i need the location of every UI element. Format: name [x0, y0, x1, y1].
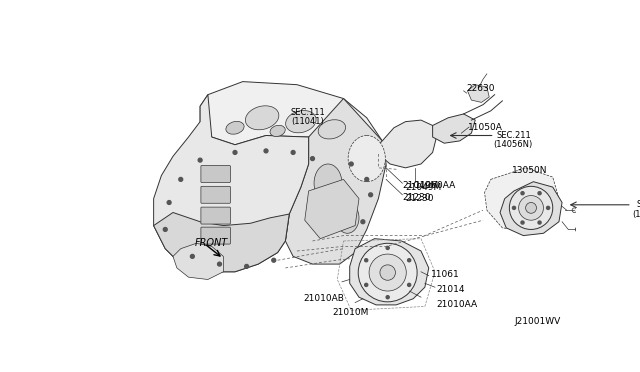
Circle shape — [167, 201, 171, 205]
Polygon shape — [349, 239, 429, 305]
Text: 21010AB: 21010AB — [303, 294, 344, 303]
Circle shape — [198, 158, 202, 162]
Text: (14053M): (14053M) — [632, 209, 640, 218]
Polygon shape — [484, 168, 559, 231]
FancyBboxPatch shape — [201, 186, 230, 203]
Circle shape — [163, 228, 167, 231]
Text: SEC.211: SEC.211 — [497, 131, 532, 140]
Ellipse shape — [336, 202, 359, 233]
Circle shape — [386, 246, 389, 250]
Circle shape — [244, 264, 248, 268]
Ellipse shape — [245, 106, 279, 130]
Circle shape — [518, 196, 543, 220]
Text: 13050N: 13050N — [513, 166, 548, 174]
Circle shape — [264, 149, 268, 153]
Circle shape — [349, 162, 353, 166]
Text: (14056N): (14056N) — [493, 140, 532, 149]
Circle shape — [369, 254, 406, 291]
Circle shape — [365, 283, 368, 286]
Polygon shape — [200, 81, 382, 156]
Circle shape — [572, 208, 577, 212]
Circle shape — [191, 254, 195, 258]
Circle shape — [310, 157, 314, 161]
Text: SEC.111: SEC.111 — [291, 108, 326, 117]
Circle shape — [538, 192, 541, 195]
Circle shape — [361, 220, 365, 224]
Circle shape — [369, 193, 372, 197]
Text: 21010AA: 21010AA — [436, 301, 477, 310]
Circle shape — [521, 192, 524, 195]
Polygon shape — [173, 243, 223, 279]
Text: 22630: 22630 — [467, 84, 495, 93]
Circle shape — [365, 177, 369, 181]
Circle shape — [509, 186, 553, 230]
Circle shape — [525, 202, 536, 213]
Circle shape — [408, 259, 411, 262]
Polygon shape — [378, 120, 436, 168]
Circle shape — [513, 206, 516, 209]
FancyBboxPatch shape — [201, 166, 230, 183]
Text: 21014: 21014 — [436, 285, 465, 294]
Circle shape — [291, 151, 295, 154]
Circle shape — [233, 151, 237, 154]
Ellipse shape — [285, 110, 316, 133]
Text: FRONT: FRONT — [195, 238, 228, 248]
Circle shape — [272, 258, 276, 262]
Text: 21230: 21230 — [403, 193, 431, 202]
Ellipse shape — [318, 120, 346, 139]
Circle shape — [408, 283, 411, 286]
Text: 21049M: 21049M — [406, 183, 442, 192]
Ellipse shape — [348, 135, 385, 182]
Text: 11060AA: 11060AA — [415, 181, 456, 190]
Text: SEC.211: SEC.211 — [636, 200, 640, 209]
Polygon shape — [500, 182, 562, 235]
Polygon shape — [154, 95, 308, 272]
Text: (11041): (11041) — [291, 117, 324, 126]
Polygon shape — [305, 179, 359, 239]
Circle shape — [380, 265, 396, 280]
Circle shape — [365, 259, 368, 262]
Polygon shape — [467, 85, 489, 102]
Text: 11061: 11061 — [431, 270, 460, 279]
Polygon shape — [285, 99, 386, 264]
Ellipse shape — [226, 121, 244, 134]
Circle shape — [179, 177, 182, 181]
Circle shape — [218, 262, 221, 266]
Circle shape — [575, 227, 580, 232]
Circle shape — [547, 206, 550, 209]
Circle shape — [538, 221, 541, 224]
Circle shape — [521, 221, 524, 224]
Circle shape — [358, 243, 417, 302]
Circle shape — [386, 296, 389, 299]
Polygon shape — [154, 212, 289, 272]
Ellipse shape — [270, 125, 285, 137]
Ellipse shape — [314, 164, 342, 202]
FancyBboxPatch shape — [201, 207, 230, 224]
Polygon shape — [433, 114, 476, 143]
FancyBboxPatch shape — [201, 227, 230, 244]
Text: 21230: 21230 — [406, 194, 434, 203]
Text: 11050A: 11050A — [467, 122, 502, 132]
Text: 21010M: 21010M — [332, 308, 368, 317]
Text: J21001WV: J21001WV — [514, 317, 560, 326]
Text: 21049M: 21049M — [403, 181, 438, 190]
